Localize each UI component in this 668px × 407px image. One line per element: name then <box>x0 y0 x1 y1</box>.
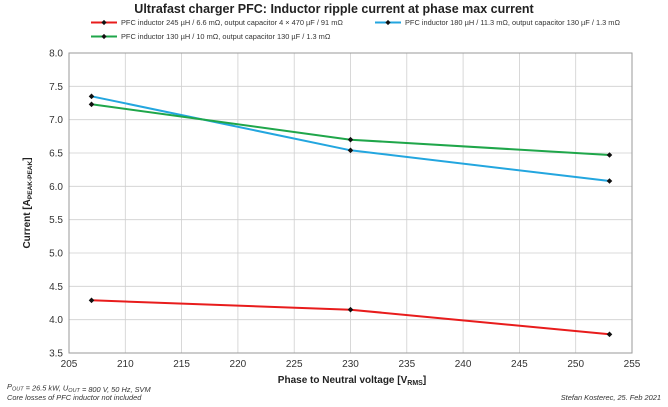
x-tick-label: 240 <box>455 359 472 370</box>
y-tick-label: 4.0 <box>49 315 63 326</box>
plot-area <box>68 52 633 354</box>
legend-label: PFC inductor 180 µH / 11.3 mΩ, output ca… <box>405 18 620 27</box>
y-tick-label: 4.5 <box>49 282 63 293</box>
y-tick-label: 7.0 <box>49 115 63 126</box>
footer-conditions: POUT = 26.5 kW, UOUT = 800 V, 50 Hz, SVM <box>7 382 151 394</box>
legend: PFC inductor 245 µH / 6.6 mΩ, output cap… <box>91 18 620 41</box>
y-tick-label: 7.5 <box>49 82 63 93</box>
data-point-series-2 <box>606 178 613 184</box>
footer-note: Core losses of PFC inductor not included <box>7 393 142 402</box>
data-point-series-2 <box>347 147 354 154</box>
y-tick-label: 5.5 <box>49 215 63 226</box>
y-tick-label: 6.5 <box>49 149 63 160</box>
x-tick-label: 205 <box>61 359 78 370</box>
y-tick-label: 3.5 <box>49 349 63 360</box>
x-tick-label: 230 <box>342 359 359 370</box>
y-tick-label: 5.0 <box>49 249 63 260</box>
x-tick-label: 235 <box>398 359 415 370</box>
legend-item-1: PFC inductor 245 µH / 6.6 mΩ, output cap… <box>91 18 343 27</box>
x-tick-label: 220 <box>230 359 247 370</box>
x-tick-label: 245 <box>511 359 528 370</box>
legend-label: PFC inductor 245 µH / 6.6 mΩ, output cap… <box>121 18 343 27</box>
x-tick-labels: 205 210 215 220 225 230 235 240 245 250 255 <box>61 359 641 370</box>
data-point-series-3 <box>606 152 613 158</box>
y-tick-label: 6.0 <box>49 182 63 193</box>
data-point-series-1 <box>347 306 354 313</box>
footer-author: Stefan Kosterec, 25. Feb 2021 <box>561 393 661 402</box>
y-tick-label: 8.0 <box>49 49 63 60</box>
data-point-series-2 <box>88 93 95 100</box>
legend-item-2: PFC inductor 180 µH / 11.3 mΩ, output ca… <box>375 18 620 27</box>
x-tick-label: 250 <box>567 359 584 370</box>
legend-label: PFC inductor 130 µH / 10 mΩ, output capa… <box>121 32 331 41</box>
data-point-series-3 <box>88 101 95 108</box>
legend-marker <box>101 33 107 40</box>
marker-layer <box>88 93 613 338</box>
x-tick-label: 215 <box>173 359 190 370</box>
data-point-series-1 <box>606 331 613 338</box>
legend-marker <box>385 19 391 26</box>
x-tick-label: 255 <box>624 359 641 370</box>
x-tick-label: 210 <box>117 359 134 370</box>
x-tick-label: 225 <box>286 359 303 370</box>
x-axis-label: Phase to Neutral voltage [VRMS] <box>278 375 426 387</box>
legend-item-3: PFC inductor 130 µH / 10 mΩ, output capa… <box>91 32 331 41</box>
chart-title: Ultrafast charger PFC: Inductor ripple c… <box>134 2 534 16</box>
data-point-series-1 <box>88 297 95 304</box>
legend-marker <box>101 19 107 26</box>
y-tick-labels: 3.5 4.0 4.5 5.0 5.5 6.0 6.5 7.0 7.5 8.0 <box>49 49 63 360</box>
y-axis-label: Current [APEAK-PEAK] <box>22 157 34 248</box>
data-point-series-3 <box>347 136 354 143</box>
